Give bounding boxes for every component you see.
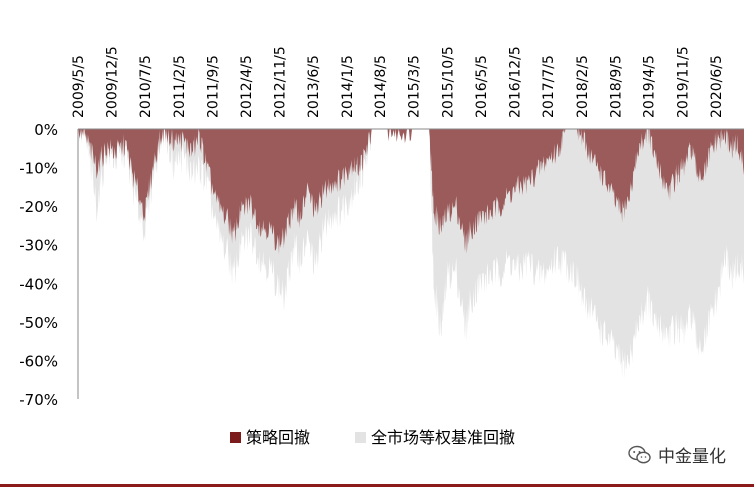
- x-tick-label: 2017/7/5: [541, 55, 557, 118]
- x-tick-label: 2013/6/5: [306, 55, 322, 118]
- x-tick-label: 2018/9/5: [608, 55, 624, 118]
- legend-swatch-benchmark: [355, 432, 366, 443]
- x-tick-label: 2018/2/5: [575, 55, 591, 118]
- x-tick-label: 2011/2/5: [172, 55, 188, 118]
- y-tick-label: -60%: [19, 352, 58, 370]
- y-tick-label: -50%: [19, 314, 58, 332]
- x-tick-label: 2016/5/5: [474, 55, 490, 118]
- x-tick-label: 2009/12/5: [105, 46, 121, 118]
- wechat-icon: [628, 445, 651, 463]
- bottom-accent-rule: [0, 484, 754, 487]
- x-tick-labels: 2009/5/5 2009/12/5 2010/7/5 2011/2/5 2011/9/…: [71, 46, 725, 118]
- x-tick-label: 2015/3/5: [407, 55, 423, 118]
- strategy-drawdown-layer: [78, 129, 744, 255]
- y-tick-label: 0%: [34, 121, 58, 139]
- x-tick-label: 2012/11/5: [273, 46, 289, 118]
- x-tick-label: 2019/11/5: [675, 46, 691, 118]
- axes: [77, 128, 744, 399]
- x-tick-label: 2011/9/5: [205, 55, 221, 118]
- y-tick-label: -10%: [19, 160, 58, 178]
- benchmark-drawdown-layer: [78, 129, 744, 380]
- x-tick-label: 2019/4/5: [642, 55, 658, 118]
- x-tick-label: 2009/5/5: [71, 55, 87, 118]
- y-tick-labels: 0% -10% -20% -30% -40% -50% -60% -70%: [19, 121, 58, 409]
- y-tick-label: -20%: [19, 198, 58, 216]
- x-tick-label: 2016/12/5: [508, 46, 524, 118]
- y-tick-label: -30%: [19, 237, 58, 255]
- y-tick-label: -40%: [19, 275, 58, 293]
- strategy-drawdown-area: [78, 129, 744, 255]
- benchmark-drawdown-area: [78, 129, 744, 380]
- watermark: 中金量化: [628, 442, 726, 467]
- x-tick-label: 2020/6/5: [709, 55, 725, 118]
- legend-swatch-strategy: [230, 432, 241, 443]
- x-tick-label: 2012/4/5: [239, 55, 255, 118]
- legend-label-benchmark: 全市场等权基准回撤: [371, 428, 515, 447]
- legend-label-strategy: 策略回撤: [246, 428, 310, 447]
- x-tick-label: 2015/10/5: [440, 46, 456, 118]
- y-tick-label: -70%: [19, 391, 58, 409]
- x-tick-label: 2014/1/5: [340, 55, 356, 118]
- x-tick-label: 2010/7/5: [138, 55, 154, 118]
- watermark-brand-text: 中金量化: [658, 447, 726, 467]
- x-tick-label: 2014/8/5: [373, 55, 389, 118]
- legend: 策略回撤 全市场等权基准回撤: [230, 428, 515, 447]
